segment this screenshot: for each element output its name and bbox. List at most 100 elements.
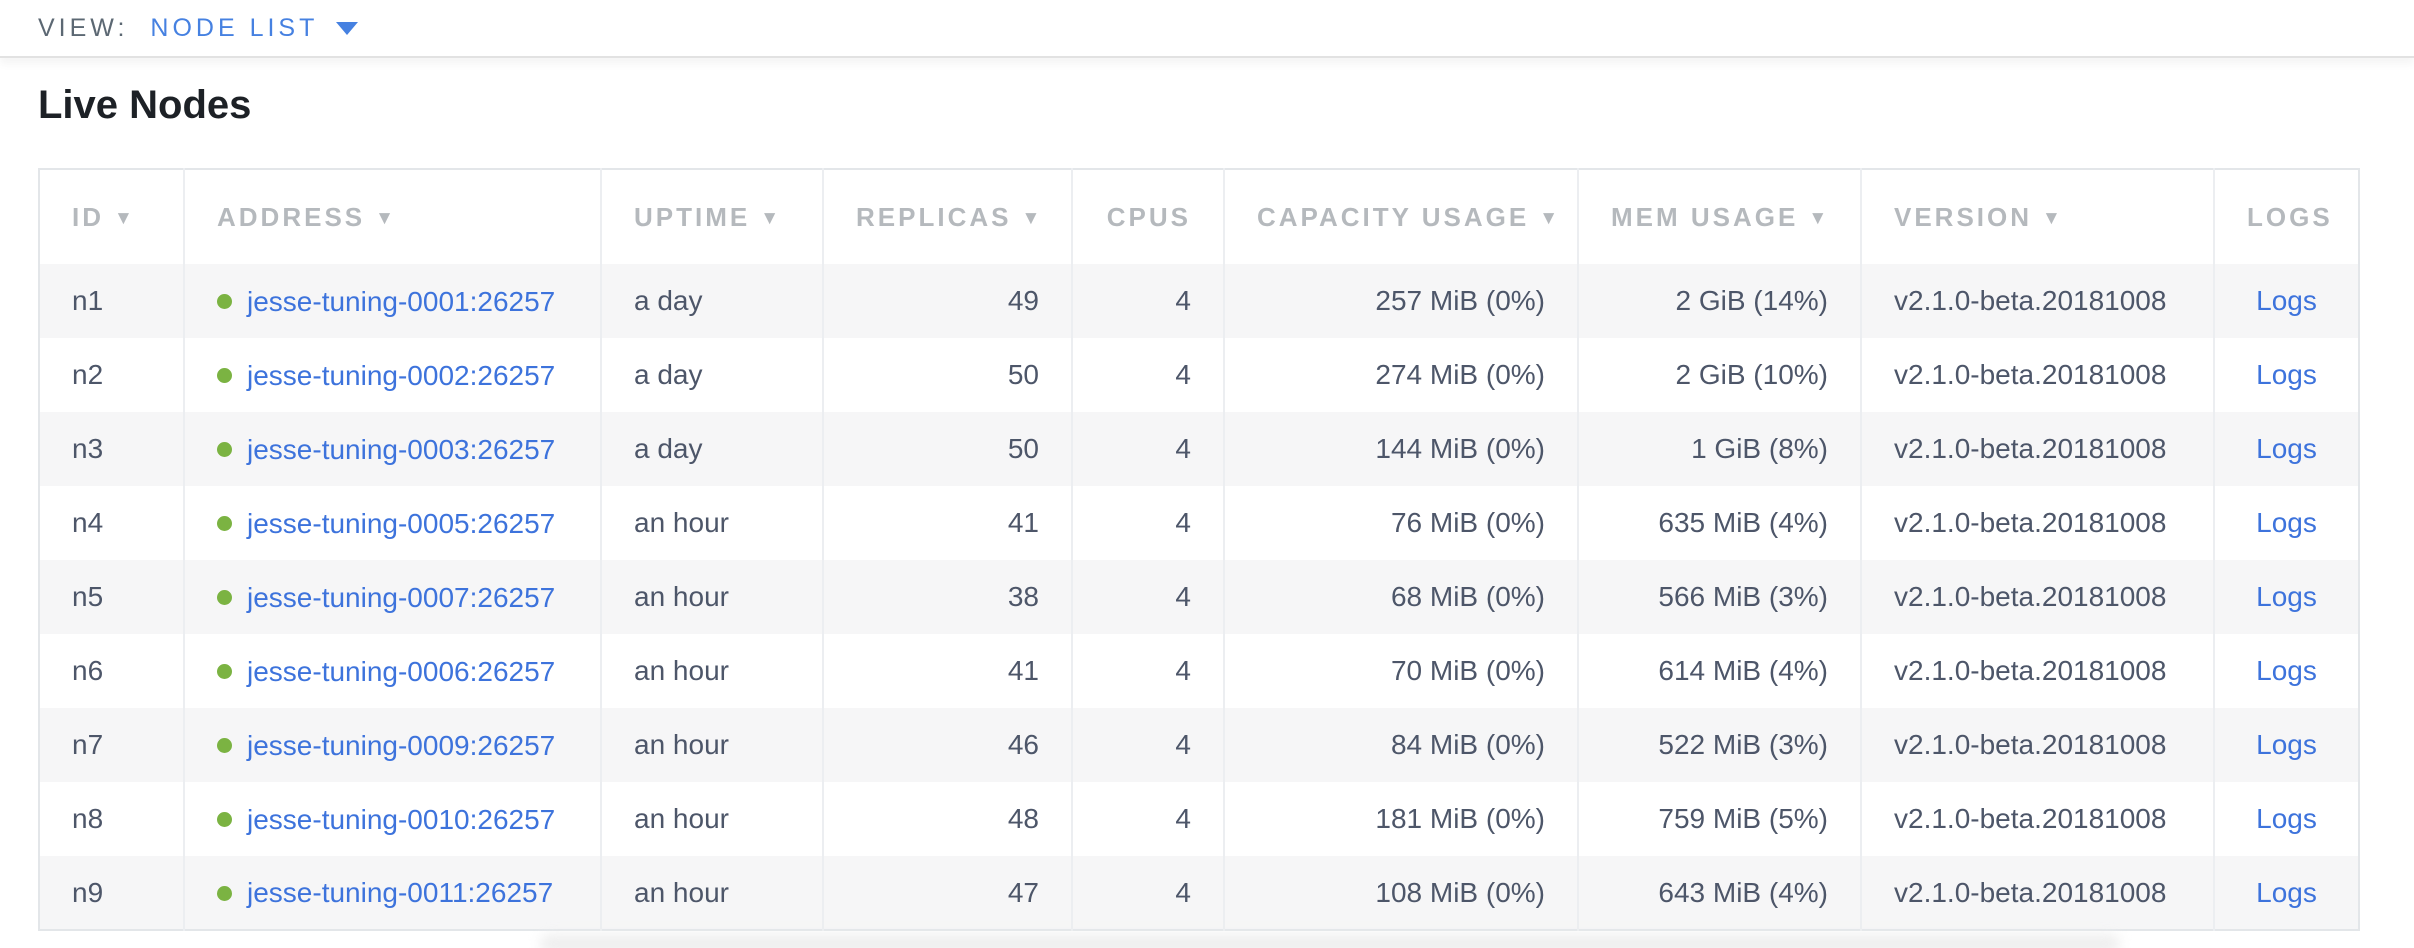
column-header-version[interactable]: VERSION ▼	[1860, 169, 2214, 264]
node-address: jesse-tuning-0011:26257	[217, 877, 553, 909]
node-address: jesse-tuning-0003:26257	[217, 434, 555, 466]
capacity-cell: 70 MiB (0%)	[1223, 634, 1578, 708]
node-address-link[interactable]: jesse-tuning-0001:26257	[247, 285, 556, 317]
node-row-n4: n4 jesse-tuning-0005:26257 an hour 41 4 76 Mi…	[39, 486, 2359, 560]
column-header-label: CAPACITY USAGE	[1257, 201, 1530, 232]
replicas-cell: 50	[822, 412, 1072, 486]
id-cell: n1	[72, 285, 104, 316]
logs-link[interactable]: Logs	[2256, 359, 2317, 390]
capacity-cell: 76 MiB (0%)	[1223, 486, 1578, 560]
node-address-cell: jesse-tuning-0003:26257	[183, 412, 601, 486]
cpus-cell: 4	[1071, 708, 1224, 782]
id-cell: n5	[72, 581, 104, 612]
column-header-id[interactable]: ID ▼	[39, 169, 184, 264]
uptime-cell: an hour	[600, 856, 823, 930]
mem-cell: 643 MiB (4%)	[1577, 856, 1861, 930]
cpus-cell: 4	[1071, 634, 1224, 708]
uptime-cell: a day	[600, 264, 823, 338]
logs-link[interactable]: Logs	[2256, 433, 2317, 464]
version-cell: v2.1.0-beta.20181008	[1860, 486, 2214, 560]
sort-desc-icon: ▼	[2042, 207, 2064, 229]
version-cell: v2.1.0-beta.20181008	[1860, 560, 2214, 634]
capacity-cell: 68 MiB (0%)	[1223, 560, 1578, 634]
cpus-cell: 4	[1071, 560, 1224, 634]
replicas-cell: 38	[822, 560, 1072, 634]
mem-cell: 614 MiB (4%)	[1577, 634, 1861, 708]
node-row-n2: n2 jesse-tuning-0002:26257 a day 50 4 274 MiB…	[39, 338, 2359, 412]
live-nodes-table: ID ▼ ADDRESS ▼ UPTIME ▼ REPLICAS ▼ CPUS CAPACITY …	[38, 168, 2360, 931]
node-address-cell: jesse-tuning-0005:26257	[183, 486, 601, 560]
node-address-link[interactable]: jesse-tuning-0011:26257	[247, 877, 554, 909]
logs-link[interactable]: Logs	[2256, 803, 2317, 834]
mem-cell: 566 MiB (3%)	[1577, 560, 1861, 634]
view-select-value: NODE LIST	[150, 13, 319, 42]
node-live-status-icon	[217, 885, 232, 901]
logs-link[interactable]: Logs	[2256, 655, 2317, 686]
replicas-cell: 49	[822, 264, 1072, 338]
node-row-n8: n8 jesse-tuning-0010:26257 an hour 48 4 181 M…	[39, 782, 2359, 856]
column-header-label: ID	[72, 201, 104, 232]
node-address-link[interactable]: jesse-tuning-0009:26257	[247, 729, 556, 761]
live-nodes-table-wrap: ID ▼ ADDRESS ▼ UPTIME ▼ REPLICAS ▼ CPUS CAPACITY …	[38, 168, 2376, 931]
replicas-cell: 48	[822, 782, 1072, 856]
node-address-link[interactable]: jesse-tuning-0007:26257	[247, 581, 556, 613]
column-header-mem[interactable]: MEM USAGE ▼	[1577, 169, 1861, 264]
column-header-label: CPUS	[1106, 201, 1191, 232]
node-live-status-icon	[217, 294, 232, 310]
node-address: jesse-tuning-0006:26257	[217, 656, 555, 688]
node-address: jesse-tuning-0005:26257	[217, 508, 555, 540]
replicas-cell: 50	[822, 338, 1072, 412]
node-address-link[interactable]: jesse-tuning-0010:26257	[247, 803, 556, 835]
node-live-status-icon	[217, 368, 232, 384]
node-address-cell: jesse-tuning-0011:26257	[183, 856, 601, 930]
column-header-label: REPLICAS	[856, 201, 1012, 232]
capacity-cell: 274 MiB (0%)	[1223, 338, 1578, 412]
mem-cell: 635 MiB (4%)	[1577, 486, 1861, 560]
column-header-capacity[interactable]: CAPACITY USAGE ▼	[1223, 169, 1578, 264]
cpus-cell: 4	[1071, 486, 1224, 560]
sort-desc-icon: ▼	[1539, 207, 1561, 229]
view-selector-bar: VIEW: NODE LIST	[0, 0, 2414, 58]
replicas-cell: 41	[822, 634, 1072, 708]
uptime-cell: an hour	[600, 782, 823, 856]
node-address-link[interactable]: jesse-tuning-0005:26257	[247, 507, 556, 539]
node-address-cell: jesse-tuning-0006:26257	[183, 634, 601, 708]
id-cell: n7	[72, 729, 104, 760]
replicas-cell: 47	[822, 856, 1072, 930]
column-header-label: MEM USAGE	[1611, 201, 1799, 232]
node-address-link[interactable]: jesse-tuning-0003:26257	[247, 433, 556, 465]
column-header-label: UPTIME	[634, 201, 751, 232]
logs-link[interactable]: Logs	[2256, 507, 2317, 538]
node-address-cell: jesse-tuning-0009:26257	[183, 708, 601, 782]
logs-link[interactable]: Logs	[2256, 285, 2317, 316]
node-address: jesse-tuning-0002:26257	[217, 360, 555, 392]
logs-cell: Logs	[2213, 486, 2359, 560]
node-address: jesse-tuning-0010:26257	[217, 804, 555, 836]
node-address-cell: jesse-tuning-0010:26257	[183, 782, 601, 856]
column-header-uptime[interactable]: UPTIME ▼	[600, 169, 823, 264]
id-cell: n2	[72, 359, 104, 390]
column-header-address[interactable]: ADDRESS ▼	[183, 169, 601, 264]
node-address-link[interactable]: jesse-tuning-0006:26257	[247, 655, 556, 687]
page-title: Live Nodes	[38, 83, 252, 127]
id-cell: n9	[72, 876, 104, 908]
logs-link[interactable]: Logs	[2256, 729, 2317, 760]
logs-cell: Logs	[2213, 412, 2359, 486]
logs-link[interactable]: Logs	[2256, 876, 2317, 908]
table-body: n1 jesse-tuning-0001:26257 a day 49 4 257 MiB…	[39, 264, 2359, 930]
view-select-dropdown[interactable]: NODE LIST	[150, 13, 359, 43]
node-address-link[interactable]: jesse-tuning-0002:26257	[247, 359, 556, 391]
mem-cell: 2 GiB (10%)	[1577, 338, 1861, 412]
uptime-cell: a day	[600, 338, 823, 412]
node-row-n5: n5 jesse-tuning-0007:26257 an hour 38 4 68 Mi…	[39, 560, 2359, 634]
sort-desc-icon: ▼	[375, 207, 397, 229]
logs-link[interactable]: Logs	[2256, 581, 2317, 612]
column-header-replicas[interactable]: REPLICAS ▼	[822, 169, 1072, 264]
logs-cell: Logs	[2213, 338, 2359, 412]
column-header-label: ADDRESS	[217, 201, 366, 232]
capacity-cell: 84 MiB (0%)	[1223, 708, 1578, 782]
mem-cell: 2 GiB (14%)	[1577, 264, 1861, 338]
column-header-label: LOGS	[2247, 201, 2333, 232]
mem-cell: 759 MiB (5%)	[1577, 782, 1861, 856]
